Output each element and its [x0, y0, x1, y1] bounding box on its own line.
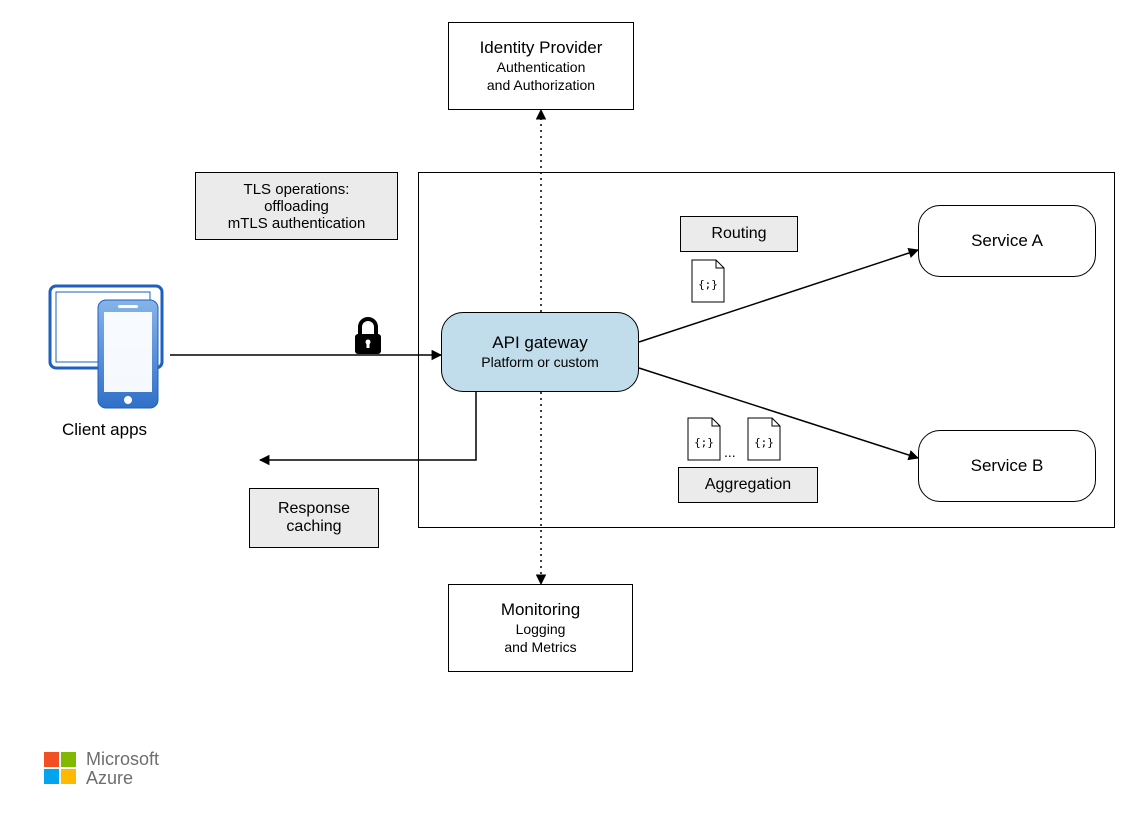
microsoft-logo-icon: [44, 752, 78, 786]
aggregation-box: Aggregation: [678, 467, 818, 503]
brand-line2: Azure: [86, 769, 159, 788]
microsoft-azure-brand: Microsoft Azure: [44, 750, 159, 788]
client-apps-label: Client apps: [62, 420, 147, 440]
monitoring-sub2: and Metrics: [504, 638, 576, 656]
identity-provider-box: Identity Provider Authentication and Aut…: [448, 22, 634, 110]
aggregation-dots: ...: [724, 444, 736, 460]
identity-provider-title: Identity Provider: [480, 38, 603, 58]
response-caching-line2: caching: [286, 518, 341, 536]
monitoring-box: Monitoring Logging and Metrics: [448, 584, 633, 672]
monitoring-title: Monitoring: [501, 600, 580, 620]
identity-provider-sub2: and Authorization: [487, 76, 595, 94]
routing-box: Routing: [680, 216, 798, 252]
routing-label: Routing: [711, 225, 766, 243]
api-gateway-title: API gateway: [492, 333, 587, 353]
service-a-label: Service A: [971, 231, 1043, 251]
identity-provider-sub1: Authentication: [497, 58, 586, 76]
service-a-box: Service A: [918, 205, 1096, 277]
response-caching-box: Response caching: [249, 488, 379, 548]
monitoring-sub1: Logging: [516, 620, 566, 638]
response-caching-line1: Response: [278, 500, 350, 518]
service-b-box: Service B: [918, 430, 1096, 502]
service-b-label: Service B: [971, 456, 1044, 476]
tls-line3: mTLS authentication: [228, 215, 366, 232]
aggregation-label: Aggregation: [705, 476, 791, 494]
tls-line2: offloading: [264, 198, 329, 215]
tls-operations-box: TLS operations: offloading mTLS authenti…: [195, 172, 398, 240]
brand-text: Microsoft Azure: [86, 750, 159, 788]
api-gateway-sub: Platform or custom: [481, 353, 598, 371]
tls-line1: TLS operations:: [244, 181, 350, 198]
brand-line1: Microsoft: [86, 750, 159, 769]
api-gateway-box: API gateway Platform or custom: [441, 312, 639, 392]
